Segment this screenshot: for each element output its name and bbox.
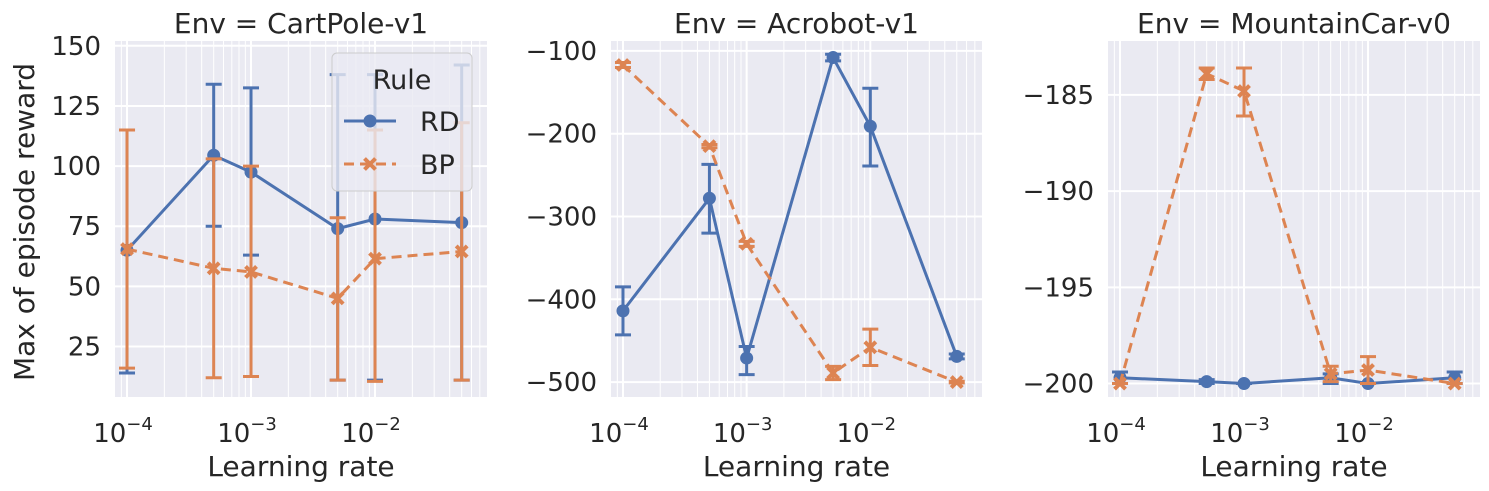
x-tick-exponent: −4 <box>622 414 649 435</box>
series-line <box>621 53 959 365</box>
plot-area <box>1108 41 1480 397</box>
data-point <box>1447 376 1462 391</box>
data-point <box>616 304 630 318</box>
series-rd <box>614 51 965 377</box>
y-tick-label: 50 <box>68 272 101 302</box>
data-point <box>826 366 841 380</box>
x-tick-label: 10−3 <box>713 414 773 449</box>
legend-title: Rule <box>373 65 432 96</box>
data-point <box>1237 84 1251 98</box>
x-tick-exponent: −4 <box>126 414 153 435</box>
x-tick-exponent: −3 <box>746 414 773 435</box>
series-bp <box>119 121 470 383</box>
data-point <box>826 51 840 65</box>
x-tick-label: 10−2 <box>341 414 401 449</box>
data-point <box>739 236 754 251</box>
x-tick-label: 10−4 <box>589 414 649 449</box>
x-tick-exponent: −2 <box>1367 414 1394 435</box>
x-tick-exponent: −3 <box>250 414 277 435</box>
panel-title: Env = CartPole-v1 <box>174 7 428 40</box>
legend-label-rd: RD <box>420 107 460 138</box>
data-point <box>950 349 964 363</box>
x-tick-label: 10−4 <box>93 414 153 449</box>
y-tick-label: 125 <box>51 92 101 122</box>
x-tick-exponent: −4 <box>1119 414 1146 435</box>
data-point <box>863 119 877 133</box>
data-point <box>1361 363 1375 377</box>
x-axis-label: Learning rate <box>207 450 394 483</box>
data-point <box>702 139 717 154</box>
series-line <box>1119 376 1455 386</box>
data-point <box>949 375 964 390</box>
y-tick-label: −400 <box>526 285 597 315</box>
y-tick-label: −195 <box>1023 273 1094 303</box>
y-tick-label: −190 <box>1023 177 1094 207</box>
legend-label-bp: BP <box>420 150 455 181</box>
data-point <box>1237 377 1251 391</box>
legend-marker <box>363 114 377 128</box>
data-point <box>454 244 469 259</box>
y-tick-label: 100 <box>51 152 101 182</box>
x-axis-label: Learning rate <box>1200 450 1387 483</box>
series-line <box>125 153 462 252</box>
panel-3: 10−4 10−3 10−2 −200 −195 −190 −185 Env = Mounta… <box>1023 7 1480 483</box>
data-point <box>368 251 382 266</box>
x-tick-label: 10−4 <box>1086 414 1146 449</box>
x-tick-exponent: −2 <box>374 414 401 435</box>
y-tick-label: −500 <box>526 368 597 398</box>
panel-title: Env = MountainCar-v0 <box>1137 7 1451 40</box>
data-point <box>616 58 630 72</box>
data-point <box>863 340 878 355</box>
x-tick-label: 10−2 <box>836 414 896 449</box>
data-point <box>1199 66 1214 81</box>
x-axis-label: Learning rate <box>703 450 890 483</box>
data-point <box>244 265 258 279</box>
legend: Rule RD BP <box>331 52 473 192</box>
y-tick-label: 150 <box>51 32 101 62</box>
data-point <box>206 261 221 276</box>
series-line <box>126 247 462 301</box>
x-tick-label: 10−3 <box>217 414 277 449</box>
x-tick-exponent: −2 <box>870 414 897 435</box>
y-tick-label: −100 <box>526 37 597 67</box>
x-tick-label: 10−2 <box>1334 414 1394 449</box>
legend-box <box>331 52 473 192</box>
x-tick-exponent: −3 <box>1243 414 1270 435</box>
panel-title: Env = Acrobot-v1 <box>674 7 919 40</box>
data-point <box>1113 376 1127 391</box>
y-tick-label: −185 <box>1023 81 1094 111</box>
y-tick-label: 25 <box>68 332 101 362</box>
data-point <box>740 351 754 365</box>
grid <box>611 41 982 397</box>
data-point <box>1323 366 1338 381</box>
y-tick-label: 75 <box>68 212 101 242</box>
series-bp <box>1112 66 1463 391</box>
series-bp <box>614 58 965 390</box>
grid <box>1108 41 1480 397</box>
y-tick-label: −300 <box>526 203 597 233</box>
data-point <box>1200 375 1214 389</box>
legend-marker <box>363 157 377 171</box>
y-tick-label: −200 <box>1023 370 1094 400</box>
x-tick-label: 10−3 <box>1210 414 1270 449</box>
y-tick-label: −200 <box>526 120 597 150</box>
data-point <box>702 191 716 205</box>
series-line <box>1118 71 1455 386</box>
panel-2: 10−4 10−3 10−2 −500 −400 −300 −200 −100 Env = Ac… <box>526 7 982 483</box>
series-line <box>621 63 958 384</box>
data-point <box>120 242 134 256</box>
data-point <box>330 291 345 306</box>
y-axis-label: Max of episode reward <box>8 63 41 381</box>
plot-area <box>611 41 982 397</box>
